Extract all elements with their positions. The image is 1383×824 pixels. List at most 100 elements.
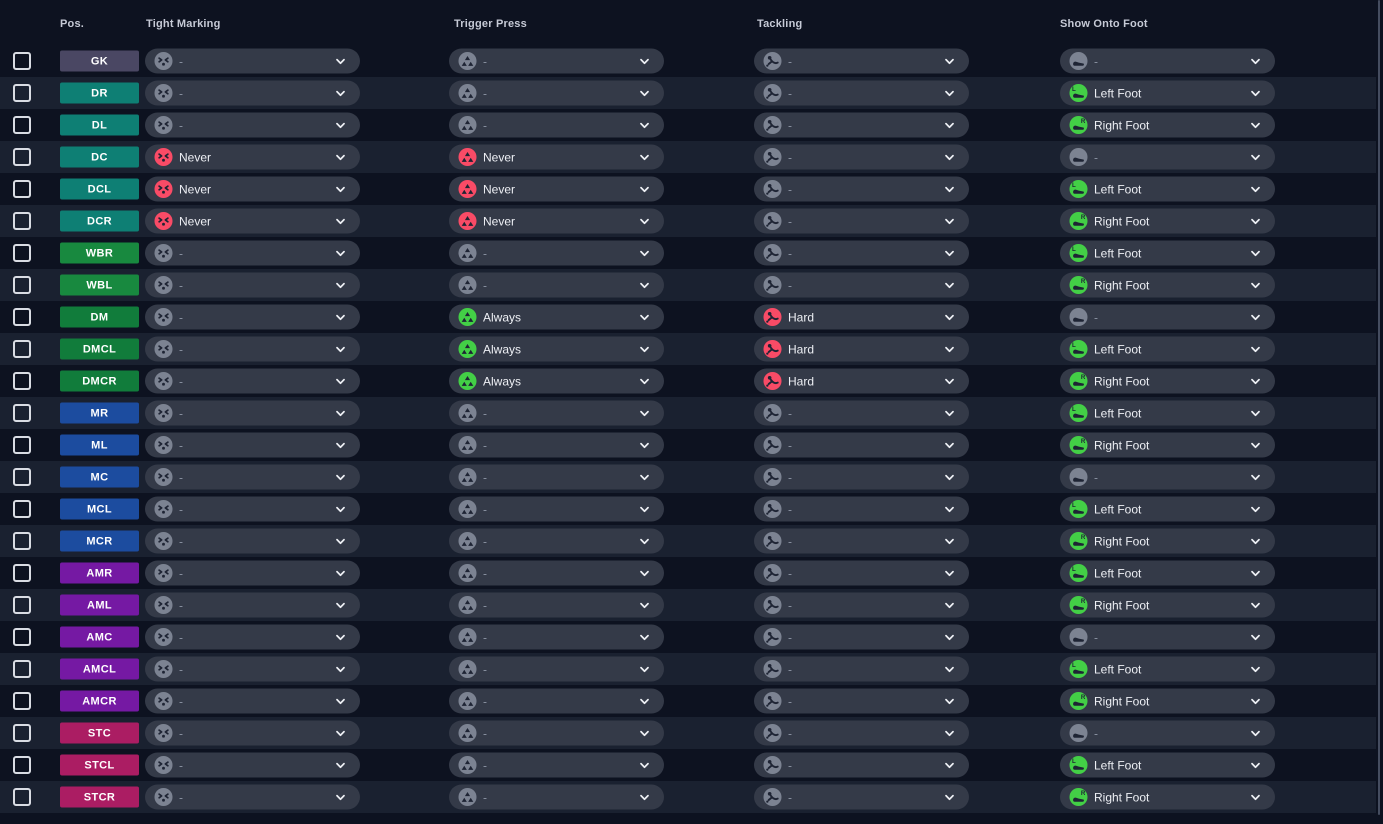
trigger-press-dropdown[interactable]: -	[449, 528, 664, 554]
tackling-dropdown[interactable]: -	[754, 112, 969, 138]
tight-marking-dropdown[interactable]: -	[145, 752, 360, 778]
row-checkbox[interactable]	[13, 148, 31, 166]
show-onto-foot-dropdown[interactable]: L Left Foot	[1060, 752, 1275, 778]
show-onto-foot-dropdown[interactable]: L Left Foot	[1060, 496, 1275, 522]
row-checkbox[interactable]	[13, 564, 31, 582]
trigger-press-dropdown[interactable]: -	[449, 80, 664, 106]
tight-marking-dropdown[interactable]: -	[145, 720, 360, 746]
row-checkbox[interactable]	[13, 468, 31, 486]
show-onto-foot-dropdown[interactable]: R Right Foot	[1060, 368, 1275, 394]
tight-marking-dropdown[interactable]: -	[145, 528, 360, 554]
show-onto-foot-dropdown[interactable]: -	[1060, 720, 1275, 746]
tackling-dropdown[interactable]: -	[754, 528, 969, 554]
trigger-press-dropdown[interactable]: -	[449, 400, 664, 426]
row-checkbox[interactable]	[13, 340, 31, 358]
show-onto-foot-dropdown[interactable]: R Right Foot	[1060, 528, 1275, 554]
tackling-dropdown[interactable]: Hard	[754, 368, 969, 394]
trigger-press-dropdown[interactable]: -	[449, 432, 664, 458]
show-onto-foot-dropdown[interactable]: L Left Foot	[1060, 80, 1275, 106]
row-checkbox[interactable]	[13, 308, 31, 326]
row-checkbox[interactable]	[13, 692, 31, 710]
row-checkbox[interactable]	[13, 180, 31, 198]
trigger-press-dropdown[interactable]: -	[449, 48, 664, 74]
tackling-dropdown[interactable]: -	[754, 720, 969, 746]
tackling-dropdown[interactable]: -	[754, 624, 969, 650]
tackling-dropdown[interactable]: -	[754, 464, 969, 490]
trigger-press-dropdown[interactable]: -	[449, 272, 664, 298]
row-checkbox[interactable]	[13, 660, 31, 678]
show-onto-foot-dropdown[interactable]: L Left Foot	[1060, 176, 1275, 202]
trigger-press-dropdown[interactable]: -	[449, 112, 664, 138]
tackling-dropdown[interactable]: -	[754, 80, 969, 106]
row-checkbox[interactable]	[13, 84, 31, 102]
trigger-press-dropdown[interactable]: Never	[449, 176, 664, 202]
show-onto-foot-dropdown[interactable]: R Right Foot	[1060, 688, 1275, 714]
tackling-dropdown[interactable]: -	[754, 496, 969, 522]
trigger-press-dropdown[interactable]: -	[449, 656, 664, 682]
trigger-press-dropdown[interactable]: Never	[449, 208, 664, 234]
trigger-press-dropdown[interactable]: Always	[449, 368, 664, 394]
show-onto-foot-dropdown[interactable]: R Right Foot	[1060, 592, 1275, 618]
show-onto-foot-dropdown[interactable]: L Left Foot	[1060, 560, 1275, 586]
tackling-dropdown[interactable]: Hard	[754, 336, 969, 362]
show-onto-foot-dropdown[interactable]: -	[1060, 48, 1275, 74]
tight-marking-dropdown[interactable]: -	[145, 272, 360, 298]
tackling-dropdown[interactable]: -	[754, 432, 969, 458]
show-onto-foot-dropdown[interactable]: L Left Foot	[1060, 656, 1275, 682]
trigger-press-dropdown[interactable]: -	[449, 496, 664, 522]
tight-marking-dropdown[interactable]: -	[145, 336, 360, 362]
show-onto-foot-dropdown[interactable]: R Right Foot	[1060, 272, 1275, 298]
tight-marking-dropdown[interactable]: -	[145, 624, 360, 650]
tight-marking-dropdown[interactable]: -	[145, 112, 360, 138]
row-checkbox[interactable]	[13, 276, 31, 294]
tackling-dropdown[interactable]: -	[754, 48, 969, 74]
show-onto-foot-dropdown[interactable]: L Left Foot	[1060, 400, 1275, 426]
trigger-press-dropdown[interactable]: -	[449, 720, 664, 746]
tackling-dropdown[interactable]: -	[754, 176, 969, 202]
tight-marking-dropdown[interactable]: -	[145, 48, 360, 74]
row-checkbox[interactable]	[13, 532, 31, 550]
show-onto-foot-dropdown[interactable]: -	[1060, 624, 1275, 650]
tight-marking-dropdown[interactable]: Never	[145, 176, 360, 202]
row-checkbox[interactable]	[13, 212, 31, 230]
tackling-dropdown[interactable]: -	[754, 784, 969, 810]
tight-marking-dropdown[interactable]: -	[145, 240, 360, 266]
row-checkbox[interactable]	[13, 596, 31, 614]
show-onto-foot-dropdown[interactable]: R Right Foot	[1060, 112, 1275, 138]
trigger-press-dropdown[interactable]: -	[449, 784, 664, 810]
row-checkbox[interactable]	[13, 404, 31, 422]
trigger-press-dropdown[interactable]: -	[449, 464, 664, 490]
row-checkbox[interactable]	[13, 372, 31, 390]
tight-marking-dropdown[interactable]: -	[145, 592, 360, 618]
vertical-scrollbar[interactable]	[1378, 0, 1380, 815]
row-checkbox[interactable]	[13, 436, 31, 454]
tackling-dropdown[interactable]: -	[754, 752, 969, 778]
show-onto-foot-dropdown[interactable]: -	[1060, 144, 1275, 170]
row-checkbox[interactable]	[13, 628, 31, 646]
trigger-press-dropdown[interactable]: -	[449, 624, 664, 650]
trigger-press-dropdown[interactable]: -	[449, 592, 664, 618]
tight-marking-dropdown[interactable]: -	[145, 464, 360, 490]
tight-marking-dropdown[interactable]: Never	[145, 208, 360, 234]
show-onto-foot-dropdown[interactable]: R Right Foot	[1060, 432, 1275, 458]
row-checkbox[interactable]	[13, 244, 31, 262]
tight-marking-dropdown[interactable]: -	[145, 368, 360, 394]
tight-marking-dropdown[interactable]: -	[145, 560, 360, 586]
row-checkbox[interactable]	[13, 788, 31, 806]
tackling-dropdown[interactable]: -	[754, 144, 969, 170]
tight-marking-dropdown[interactable]: -	[145, 688, 360, 714]
row-checkbox[interactable]	[13, 52, 31, 70]
tackling-dropdown[interactable]: -	[754, 592, 969, 618]
tackling-dropdown[interactable]: -	[754, 560, 969, 586]
tight-marking-dropdown[interactable]: -	[145, 80, 360, 106]
row-checkbox[interactable]	[13, 116, 31, 134]
tackling-dropdown[interactable]: -	[754, 208, 969, 234]
tackling-dropdown[interactable]: Hard	[754, 304, 969, 330]
trigger-press-dropdown[interactable]: -	[449, 752, 664, 778]
row-checkbox[interactable]	[13, 724, 31, 742]
show-onto-foot-dropdown[interactable]: R Right Foot	[1060, 208, 1275, 234]
trigger-press-dropdown[interactable]: -	[449, 560, 664, 586]
show-onto-foot-dropdown[interactable]: -	[1060, 304, 1275, 330]
tackling-dropdown[interactable]: -	[754, 240, 969, 266]
trigger-press-dropdown[interactable]: -	[449, 688, 664, 714]
